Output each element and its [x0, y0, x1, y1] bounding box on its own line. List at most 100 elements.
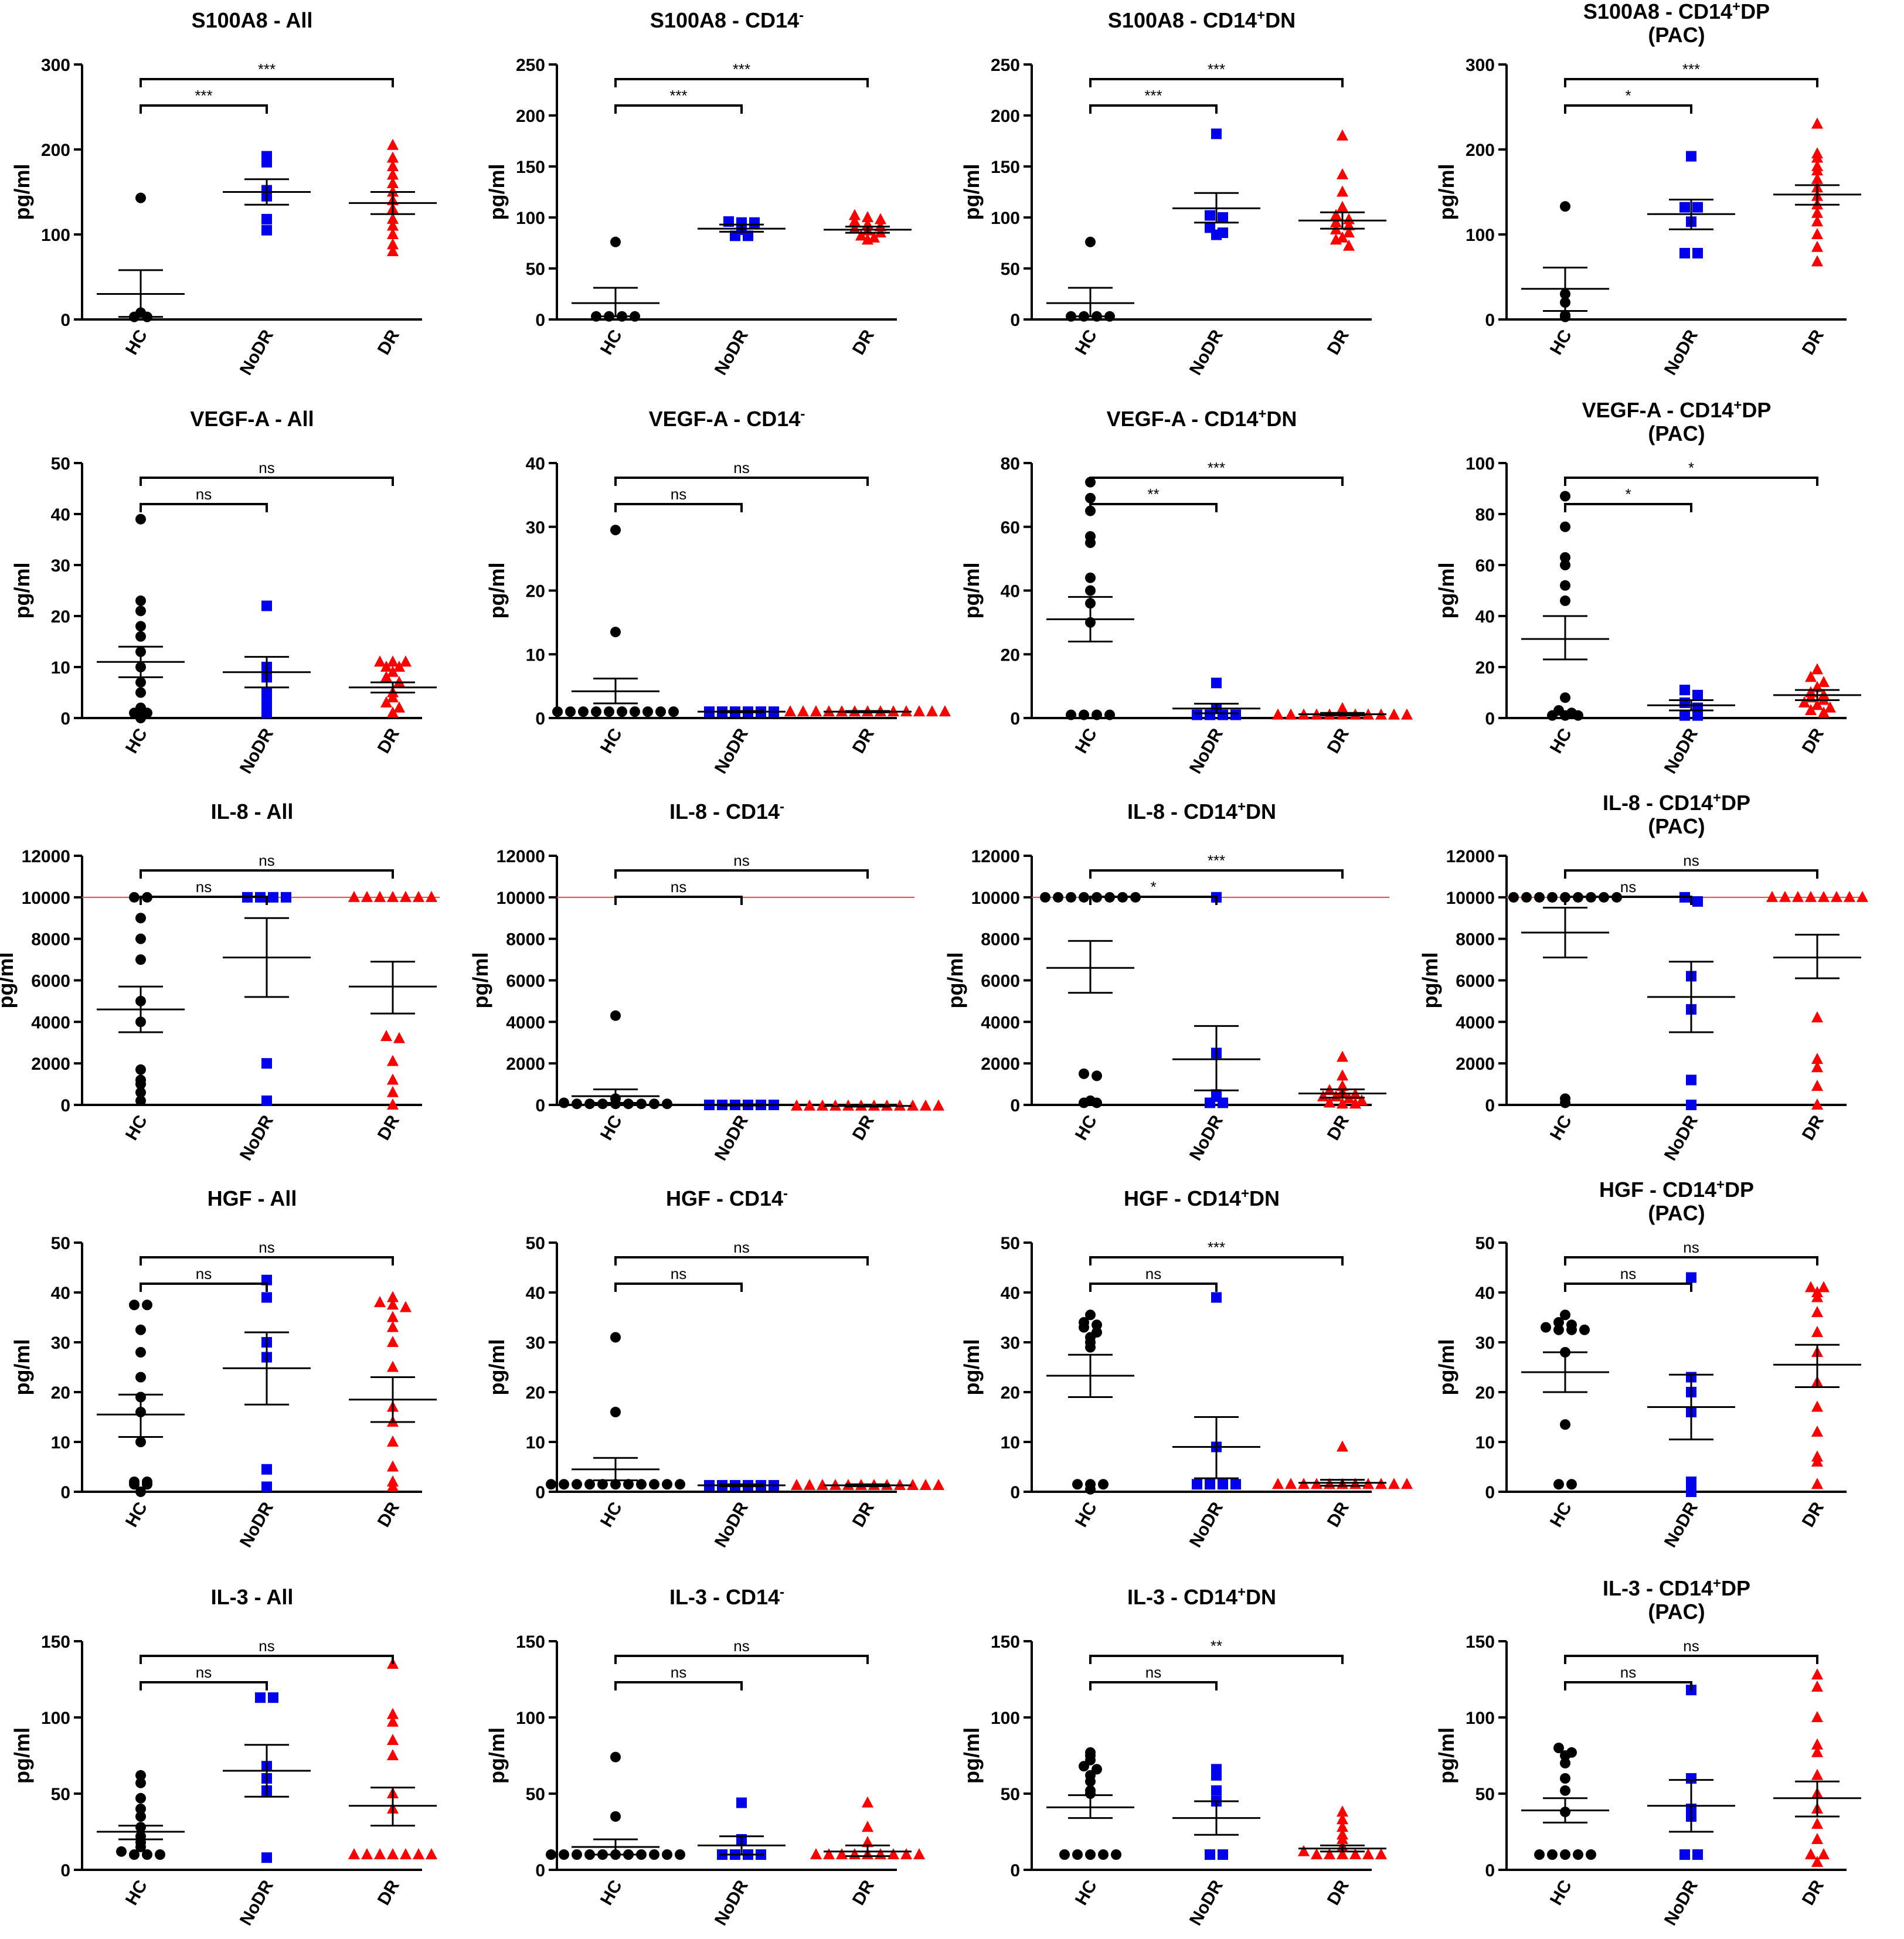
data-point	[1205, 1097, 1215, 1108]
chart-title-superscript: -	[800, 406, 805, 422]
data-point	[836, 1848, 848, 1859]
chart-title: IL-8 - CD14+DP (PAC)	[1471, 791, 1882, 838]
data-point	[135, 631, 146, 642]
data-point	[1192, 1479, 1202, 1490]
data-point	[1811, 1833, 1823, 1844]
chart-title-suffix: DN	[1266, 407, 1297, 431]
y-axis-label: pg/ml	[943, 953, 967, 1009]
significance-label: ***	[1208, 60, 1225, 78]
significance-label: ***	[1208, 1239, 1225, 1256]
chart-title-text: VEGF-A - CD14	[1582, 398, 1734, 422]
y-tick-label: 100	[991, 209, 1020, 228]
data-point	[387, 1321, 399, 1332]
data-point	[1811, 1478, 1823, 1489]
chart-panel: 0 50 100 150 pg/ml HC NoDR DR ns ns	[485, 1632, 925, 1929]
y-tick-label: 0	[1485, 1096, 1495, 1115]
data-point	[1686, 1272, 1696, 1283]
data-point	[1811, 151, 1823, 163]
data-point	[268, 892, 278, 903]
significance-bracket	[140, 1655, 394, 1664]
data-point	[1553, 1317, 1564, 1328]
y-tick-label: 0	[535, 709, 545, 729]
chart-title-superscript: -	[780, 799, 785, 815]
significance-bracket	[1089, 1256, 1344, 1266]
chart-panel: 0 10 20 30 40 50 pg/ml HC NoDR DR ns ns	[1434, 1234, 1861, 1551]
data-point	[1805, 1281, 1817, 1292]
chart-title-superscript: -	[780, 1584, 785, 1600]
data-point	[900, 1848, 912, 1859]
chart-title-suffix: DP	[1725, 1178, 1755, 1202]
data-point	[387, 1848, 399, 1859]
chart-title-superscript: +	[1732, 0, 1741, 15]
data-point	[1040, 892, 1050, 903]
y-tick-label: 40	[51, 505, 70, 525]
significance-label: ns	[196, 485, 212, 503]
chart-title-superscript: -	[799, 8, 804, 23]
data-point	[597, 1098, 608, 1110]
y-tick-label: 4000	[506, 1013, 545, 1032]
data-point	[1337, 1050, 1348, 1062]
significance-bracket	[140, 104, 268, 114]
data-point	[1098, 1849, 1109, 1860]
chart-panel: 0 2000 4000 6000 8000 10000 12000 pg/ml HC NoDR DR…	[0, 847, 440, 1164]
data-point	[1560, 1309, 1570, 1321]
x-tick-label: DR	[1324, 326, 1353, 358]
x-tick-label: NoDR	[1661, 725, 1702, 777]
chart-title: HGF - CD14+DP (PAC)	[1471, 1178, 1882, 1225]
chart-title-superscript: +	[1237, 1584, 1246, 1600]
y-tick-label: 12000	[22, 847, 70, 866]
y-tick-label: 0	[1010, 311, 1020, 330]
data-point	[1343, 219, 1355, 230]
data-point	[387, 1707, 399, 1719]
significance-label: **	[1211, 1637, 1222, 1655]
chart-title-text: HGF - CD14	[665, 1186, 784, 1210]
data-point	[1818, 1848, 1830, 1859]
significance-label: ns	[1683, 852, 1699, 869]
y-tick-label: 10	[51, 658, 70, 678]
significance-bracket	[1089, 1283, 1218, 1292]
data-point	[1811, 1768, 1823, 1780]
x-tick-label: NoDR	[1661, 1499, 1702, 1551]
significance-label: ns	[671, 1664, 686, 1681]
chart-title-text: HGF - All	[207, 1186, 297, 1210]
data-point	[348, 1848, 360, 1859]
x-tick-label: NoDR	[1186, 1112, 1227, 1164]
x-tick-label: HC	[1546, 326, 1576, 358]
x-tick-label: DR	[1324, 1112, 1353, 1144]
data-point	[387, 1336, 399, 1347]
y-tick-label: 0	[60, 709, 70, 729]
data-point	[1811, 1080, 1823, 1091]
significance-bracket	[614, 78, 869, 87]
data-point	[1324, 1096, 1335, 1108]
data-point	[1811, 255, 1823, 267]
data-point	[1098, 1479, 1109, 1490]
data-point	[1092, 1319, 1102, 1331]
y-axis-label: pg/ml	[485, 1727, 509, 1784]
data-point	[1805, 1848, 1817, 1859]
significance-bracket	[614, 1681, 743, 1690]
data-point	[604, 706, 614, 717]
chart-title-suffix: DN	[1249, 1186, 1280, 1210]
data-point	[1337, 1821, 1348, 1832]
y-axis-label: pg/ml	[10, 164, 34, 220]
significance-bracket	[140, 477, 394, 486]
y-tick-label: 50	[526, 1234, 545, 1253]
data-point	[1072, 1479, 1083, 1490]
y-tick-label: 12000	[1446, 847, 1495, 866]
data-point	[387, 212, 399, 224]
data-point	[1534, 892, 1545, 903]
y-tick-label: 150	[516, 158, 545, 177]
data-point	[413, 1848, 424, 1859]
data-point	[1349, 1848, 1361, 1859]
data-point	[1686, 1074, 1696, 1086]
data-point	[135, 954, 146, 965]
data-point	[387, 1291, 399, 1302]
data-point	[387, 1460, 399, 1472]
y-tick-label: 4000	[1456, 1013, 1495, 1032]
data-point	[400, 1301, 412, 1312]
data-point	[1092, 1070, 1102, 1081]
data-point	[1388, 1478, 1400, 1489]
data-point	[1560, 552, 1570, 563]
significance-label: ***	[1208, 459, 1225, 477]
